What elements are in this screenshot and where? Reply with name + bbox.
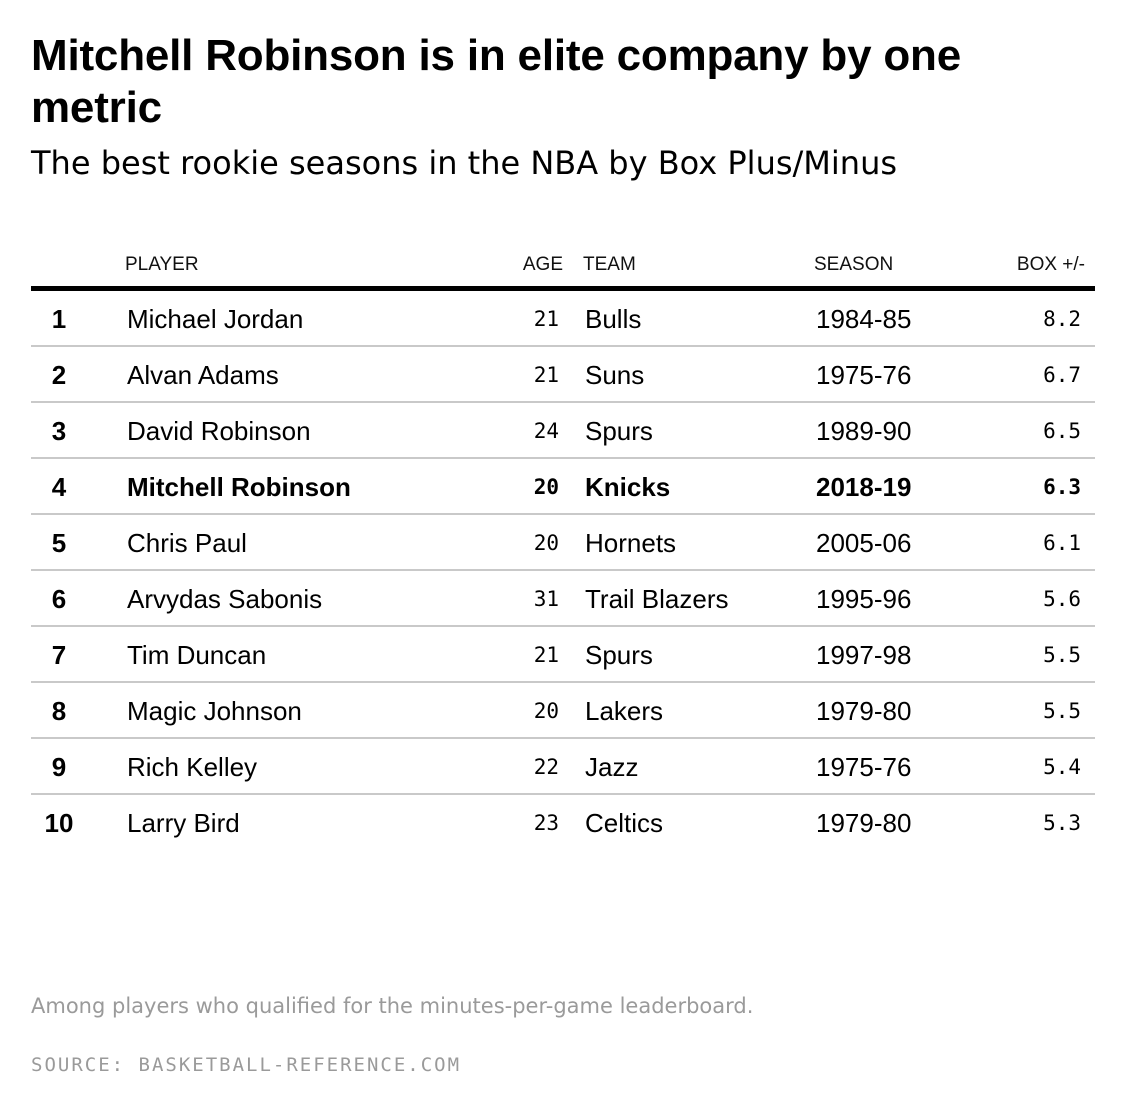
table-row: 5 Chris Paul 20 Hornets 2005-06 6.1 xyxy=(31,515,1095,571)
player-cell: Larry Bird xyxy=(127,808,240,838)
chart-subtitle: The best rookie seasons in the NBA by Bo… xyxy=(31,144,898,182)
table-row: 4 Mitchell Robinson 20 Knicks 2018-19 6.3 xyxy=(31,459,1095,515)
header-season: SEASON xyxy=(814,254,894,275)
player-cell: Mitchell Robinson xyxy=(127,472,351,502)
rank-cell: 10 xyxy=(44,808,74,838)
box-plus-minus-cell: 5.6 xyxy=(1043,587,1081,611)
team-cell: Celtics xyxy=(585,808,664,838)
age-cell: 23 xyxy=(533,811,559,835)
rank-cell: 7 xyxy=(51,640,67,670)
box-plus-minus-cell: 6.7 xyxy=(1043,363,1081,387)
age-cell: 21 xyxy=(533,363,559,387)
player-cell: Alvan Adams xyxy=(127,360,279,390)
table-row: 3 David Robinson 24 Spurs 1989-90 6.5 xyxy=(31,403,1095,459)
player-cell: Chris Paul xyxy=(127,528,247,558)
header-age: AGE xyxy=(522,254,563,275)
age-cell: 20 xyxy=(533,699,559,723)
box-plus-minus-cell: 5.5 xyxy=(1043,643,1081,667)
table-body: 1 Michael Jordan 21 Bulls 1984-85 8.2 2 Alvan A… xyxy=(31,291,1095,849)
player-cell: Michael Jordan xyxy=(127,304,304,334)
team-cell: Hornets xyxy=(585,528,677,558)
header-player: PLAYER xyxy=(125,254,199,275)
rank-cell: 1 xyxy=(51,304,67,334)
rankings-table: PLAYER AGE TEAM SEASON BOX +/- 1 Michael … xyxy=(31,244,1095,849)
header-team: TEAM xyxy=(583,254,636,275)
rank-cell: 6 xyxy=(51,584,67,614)
rank-cell: 4 xyxy=(51,472,67,502)
table-row: 9 Rich Kelley 22 Jazz 1975-76 5.4 xyxy=(31,739,1095,795)
age-cell: 21 xyxy=(533,307,559,331)
box-plus-minus-cell: 6.3 xyxy=(1043,475,1081,499)
team-cell: Jazz xyxy=(585,752,639,782)
box-plus-minus-cell: 6.5 xyxy=(1043,419,1081,443)
season-cell: 1984-85 xyxy=(816,304,912,334)
team-cell: Spurs xyxy=(585,640,653,670)
table-row: 10 Larry Bird 23 Celtics 1979-80 5.3 xyxy=(31,795,1095,849)
player-cell: Magic Johnson xyxy=(127,696,302,726)
table-row: 8 Magic Johnson 20 Lakers 1979-80 5.5 xyxy=(31,683,1095,739)
footnote: Among players who qualified for the minu… xyxy=(31,994,754,1018)
season-cell: 1975-76 xyxy=(816,360,912,390)
header-box-plus-minus: BOX +/- xyxy=(1016,254,1085,275)
rank-cell: 2 xyxy=(51,360,67,390)
age-cell: 31 xyxy=(533,587,559,611)
team-cell: Lakers xyxy=(585,696,664,726)
season-cell: 1979-80 xyxy=(816,808,912,838)
source-credit: SOURCE: BASKETBALL-REFERENCE.COM xyxy=(31,1054,462,1076)
box-plus-minus-cell: 8.2 xyxy=(1043,307,1081,331)
box-plus-minus-cell: 5.4 xyxy=(1043,755,1081,779)
age-cell: 21 xyxy=(533,643,559,667)
rank-cell: 8 xyxy=(51,696,67,726)
team-cell: Knicks xyxy=(585,472,671,502)
box-plus-minus-cell: 6.1 xyxy=(1043,531,1081,555)
season-cell: 1989-90 xyxy=(816,416,912,446)
season-cell: 1997-98 xyxy=(816,640,912,670)
age-cell: 20 xyxy=(533,475,559,499)
age-cell: 22 xyxy=(533,755,559,779)
box-plus-minus-cell: 5.3 xyxy=(1043,811,1081,835)
table-header: PLAYER AGE TEAM SEASON BOX +/- xyxy=(31,244,1095,291)
table-row: 6 Arvydas Sabonis 31 Trail Blazers 1995-96 5.… xyxy=(31,571,1095,627)
table-row: 2 Alvan Adams 21 Suns 1975-76 6.7 xyxy=(31,347,1095,403)
team-cell: Bulls xyxy=(585,304,642,334)
season-cell: 2005-06 xyxy=(816,528,912,558)
season-cell: 1995-96 xyxy=(816,584,912,614)
team-cell: Suns xyxy=(585,360,645,390)
rank-cell: 5 xyxy=(51,528,67,558)
rank-cell: 9 xyxy=(51,752,67,782)
age-cell: 24 xyxy=(533,419,559,443)
player-cell: Rich Kelley xyxy=(127,752,258,782)
box-plus-minus-cell: 5.5 xyxy=(1043,699,1081,723)
table-row: 1 Michael Jordan 21 Bulls 1984-85 8.2 xyxy=(31,291,1095,347)
season-cell: 1975-76 xyxy=(816,752,912,782)
player-cell: David Robinson xyxy=(127,416,311,446)
player-cell: Tim Duncan xyxy=(127,640,267,670)
team-cell: Trail Blazers xyxy=(585,584,729,614)
season-cell: 2018-19 xyxy=(816,472,912,502)
age-cell: 20 xyxy=(533,531,559,555)
rank-cell: 3 xyxy=(51,416,67,446)
season-cell: 1979-80 xyxy=(816,696,912,726)
chart-title: Mitchell Robinson is in elite company by… xyxy=(31,31,962,132)
player-cell: Arvydas Sabonis xyxy=(127,584,323,614)
table-row: 7 Tim Duncan 21 Spurs 1997-98 5.5 xyxy=(31,627,1095,683)
team-cell: Spurs xyxy=(585,416,653,446)
